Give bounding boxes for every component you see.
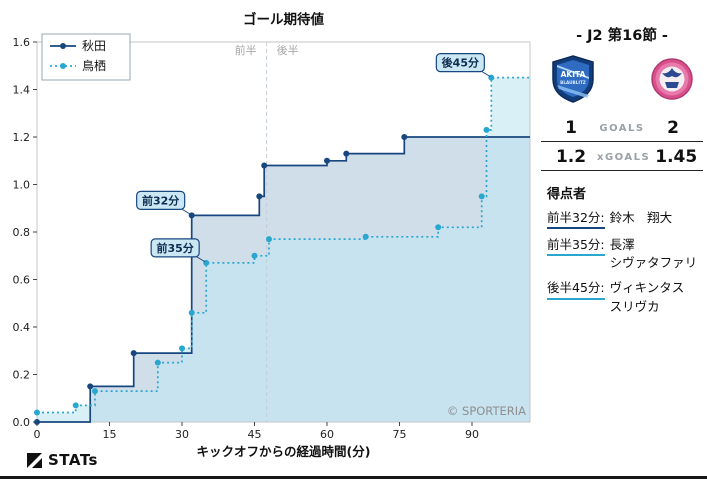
stats-logo: STATs (26, 451, 98, 469)
akita-team-logo: AKITA BLAUBLITZ (552, 55, 594, 103)
scorer-name: ヴィキンタス スリヴカ (609, 280, 685, 314)
svg-text:後45分: 後45分 (442, 56, 479, 70)
svg-text:60: 60 (320, 428, 334, 441)
svg-text:0.6: 0.6 (13, 274, 31, 287)
series-1-area (37, 77, 530, 422)
svg-text:0: 0 (34, 428, 41, 441)
series-1-line (37, 76, 530, 414)
annotation-2 (435, 53, 485, 73)
xg-step-chart: 前半 後半 0.0 0.2 0.4 0.6 0.8 1.0 1.2 1.4 1.6 0 15 30 45 60… (13, 33, 531, 441)
away-xgoals: 1.45 (655, 147, 698, 167)
svg-text:前32分: 前32分 (142, 193, 179, 207)
chart-title: ゴール期待値 (243, 12, 324, 28)
svg-text:30: 30 (175, 428, 189, 441)
scorer-name: 鈴木 翔大 (609, 210, 673, 225)
match-round-title: - J2 第16節 - (576, 28, 668, 44)
akita-logo-text: AKITA (561, 70, 586, 79)
y-axis: 0.0 0.2 0.4 0.6 0.8 1.0 1.2 1.4 1.6 (13, 36, 37, 429)
x-axis: 0 15 30 45 60 75 90 (34, 422, 479, 441)
svg-text:90: 90 (465, 428, 479, 441)
away-goals: 2 (667, 118, 679, 138)
akita-logo-subtext: BLAUBLITZ (560, 80, 586, 85)
scorer-item: 後半45分: ヴィキンタス スリヴカ (547, 279, 705, 315)
svg-text:45: 45 (248, 428, 262, 441)
svg-text:前半: 前半 (235, 43, 257, 57)
xgoals-row: 1.2 xGOALS 1.45 (539, 147, 705, 167)
stats-icon (27, 452, 42, 468)
goals-label: GOALS (599, 122, 645, 134)
scorer-list: 前半32分: 鈴木 翔大 前半35分: 長澤 シヴァタファリ 後半45分: ヴィキンタス … (539, 209, 705, 316)
svg-text:前35分: 前35分 (157, 241, 194, 255)
svg-text:0.4: 0.4 (13, 321, 31, 334)
annotation-0 (136, 190, 186, 210)
match-summary-panel: - J2 第16節 - AKITA BLAUBLITZ 1 GOALS (539, 24, 705, 323)
series-markers (34, 74, 495, 425)
svg-text:後半: 後半 (277, 43, 299, 57)
sporteria-watermark: © SPORTERIA (447, 404, 526, 418)
tosu-team-logo (651, 58, 693, 100)
home-goals: 1 (565, 118, 577, 138)
svg-text:0.8: 0.8 (13, 226, 31, 239)
svg-text:1.4: 1.4 (13, 84, 31, 97)
svg-text:0.0: 0.0 (13, 416, 31, 429)
svg-text:1.2: 1.2 (13, 131, 31, 144)
x-axis-title: キックオフからの経過時間(分) (196, 444, 371, 459)
scorer-item: 前半35分: 長澤 シヴァタファリ (547, 236, 705, 272)
scorer-time: 前半32分: (547, 209, 605, 230)
svg-text:1.0: 1.0 (13, 179, 31, 192)
scorer-name: 長澤 シヴァタファリ (609, 237, 698, 271)
svg-text:1.6: 1.6 (13, 36, 31, 49)
annotation-1 (150, 238, 200, 258)
bottom-border-bar (0, 476, 707, 479)
svg-text:75: 75 (393, 428, 407, 441)
half-divider: 前半 後半 (235, 42, 299, 422)
scorer-item: 前半32分: 鈴木 翔大 (547, 209, 705, 230)
scorer-time: 前半35分: (547, 236, 605, 257)
stats-brand-text: STATs (48, 451, 98, 469)
series-areas (37, 77, 530, 422)
scorer-time: 後半45分: (547, 279, 605, 300)
team-logos-row: AKITA BLAUBLITZ (539, 53, 705, 105)
divider-goals (541, 141, 703, 142)
goals-row: 1 GOALS 2 (539, 118, 705, 138)
divider-xgoals (541, 170, 703, 171)
svg-text:鳥栖: 鳥栖 (82, 58, 106, 73)
svg-text:秋田: 秋田 (82, 39, 106, 53)
xgoals-label: xGOALS (597, 151, 651, 163)
svg-text:0.2: 0.2 (13, 369, 31, 382)
home-xgoals: 1.2 (555, 147, 587, 167)
svg-text:15: 15 (103, 428, 117, 441)
scorers-heading: 得点者 (547, 187, 587, 202)
